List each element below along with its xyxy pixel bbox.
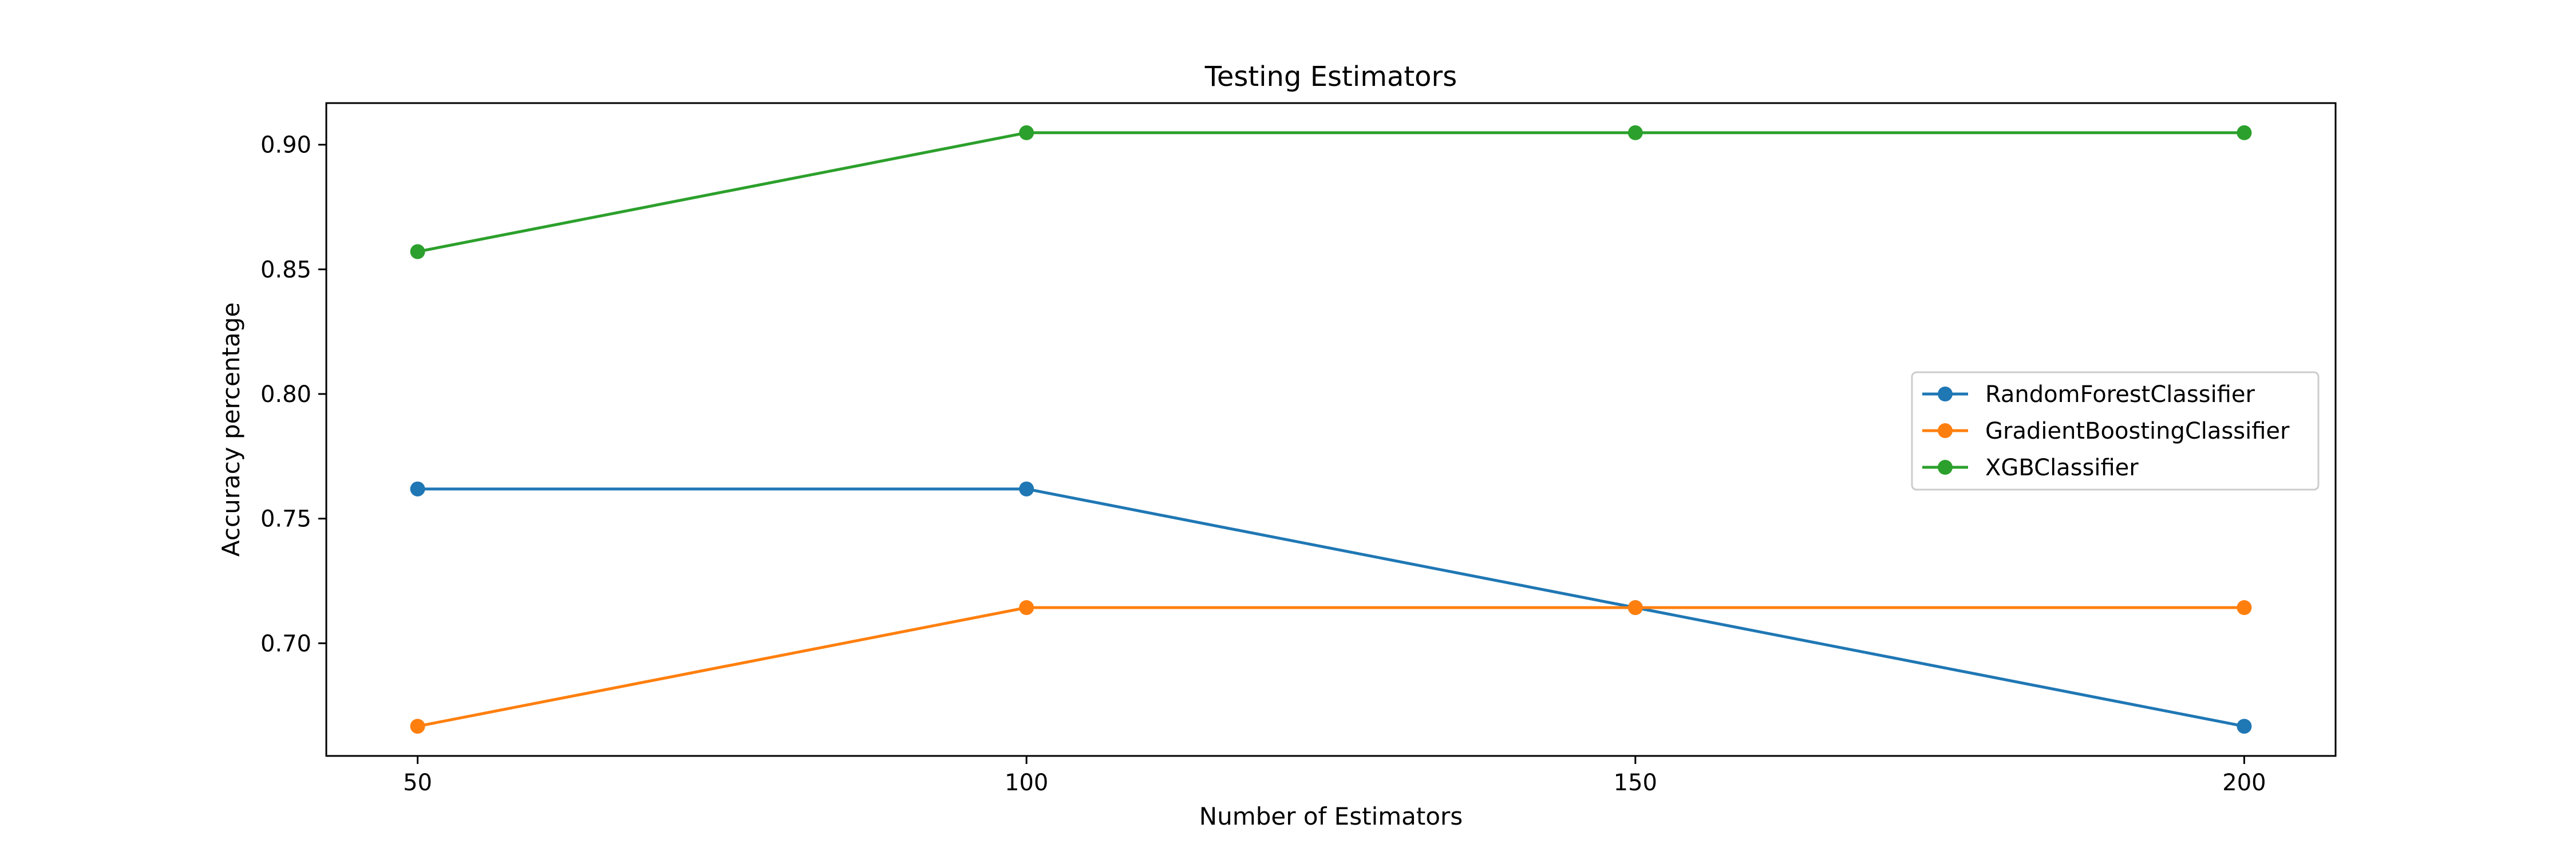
data-point (410, 481, 425, 497)
data-point (410, 719, 425, 734)
plot-frame (325, 102, 2337, 757)
x-axis: 50 100 150 200 (403, 756, 2266, 796)
x-tick-label: 100 (1005, 770, 1048, 796)
x-tick-label: 200 (2222, 770, 2266, 796)
data-point (2237, 719, 2252, 734)
y-tick-label: 0.80 (260, 381, 311, 408)
y-tick-label: 0.70 (260, 631, 311, 657)
legend-marker (1938, 460, 1953, 475)
legend-box (1911, 371, 2320, 491)
x-tick-label: 150 (1614, 770, 1657, 796)
data-point (1627, 125, 1643, 140)
series-layer (410, 125, 2252, 734)
y-tick-label: 0.75 (260, 506, 311, 533)
legend-label: GradientBoostingClassifier (1985, 418, 2290, 444)
y-axis-label: Accuracy percentage (217, 302, 245, 557)
data-point (1019, 125, 1034, 140)
y-tick-label: 0.90 (260, 132, 311, 159)
x-tick-label: 50 (403, 770, 432, 796)
chart-title: Testing Estimators (1204, 61, 1457, 93)
series-line-2 (417, 606, 2245, 728)
data-point (1019, 481, 1034, 497)
legend-label: XGBClassifier (1985, 455, 2139, 481)
y-axis: 0.70 0.75 0.80 0.85 0.90 (260, 132, 326, 657)
y-tick-label: 0.85 (260, 257, 311, 283)
legend-label: RandomForestClassifier (1985, 381, 2255, 408)
legend: RandomForestClassifier GradientBoostingCl… (1911, 371, 2320, 491)
data-point (2237, 125, 2252, 140)
series-line-3 (417, 131, 2245, 253)
x-axis-label: Number of Estimators (1199, 802, 1463, 830)
data-point (2237, 600, 2252, 616)
data-point (1019, 600, 1034, 616)
data-point (410, 244, 425, 259)
legend-marker (1938, 387, 1953, 401)
legend-marker (1938, 423, 1953, 438)
series-line-1 (417, 487, 2245, 728)
data-point (1627, 600, 1643, 616)
